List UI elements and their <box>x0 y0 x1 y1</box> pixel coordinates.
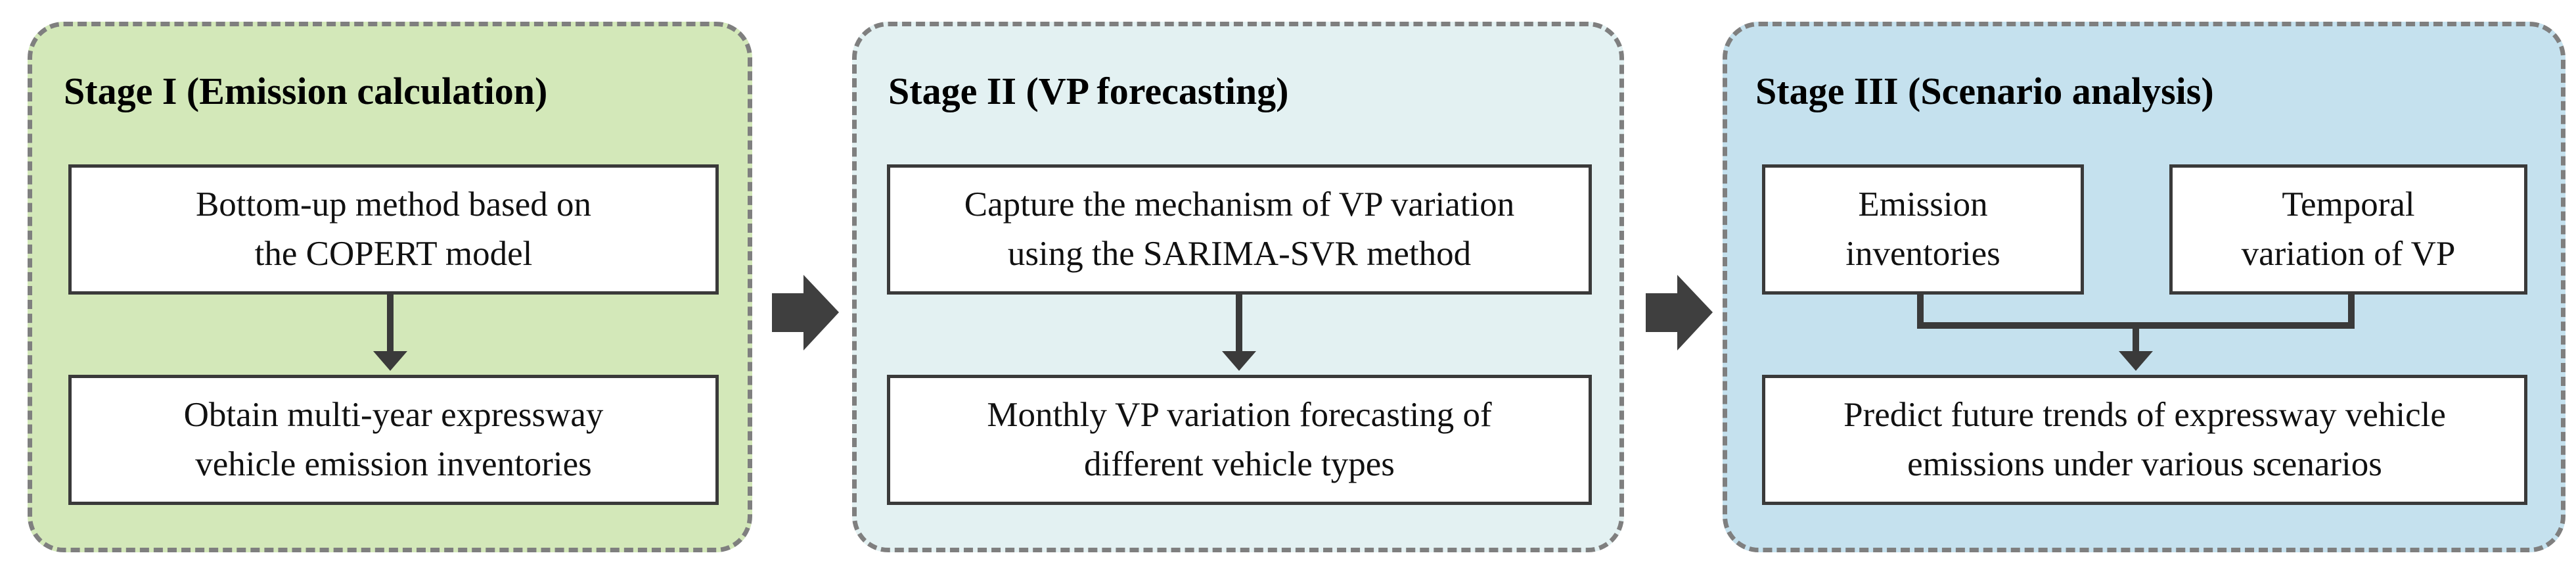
merge-connector-down <box>2133 322 2139 352</box>
copert-method-line1: Bottom-up method based on <box>195 185 592 224</box>
stage-3-arrowhead <box>2119 351 2153 371</box>
emission-inventories-box: Obtain multi-year expressway vehicle emi… <box>68 375 719 505</box>
emission-inventories-input-line1: Emission <box>1858 185 1988 224</box>
temporal-variation-line1: Temporal <box>2282 185 2415 224</box>
temporal-variation-box: Temporal variation of VP <box>2169 164 2527 295</box>
sarima-svr-box: Capture the mechanism of VP variation us… <box>887 164 1592 295</box>
stage-1-title: Stage I (Emission calculation) <box>64 70 548 112</box>
stage-1-arrowhead <box>373 351 407 371</box>
merge-connector-right <box>2348 295 2355 327</box>
emission-inventories-line1: Obtain multi-year expressway <box>183 395 604 434</box>
stage-2-connector <box>1236 295 1242 352</box>
stage-2-to-3-arrow <box>1646 275 1713 350</box>
vp-forecasting-line1: Monthly VP variation forecasting of <box>987 395 1492 434</box>
temporal-variation-line2: variation of VP <box>2241 235 2456 273</box>
sarima-svr-line1: Capture the mechanism of VP variation <box>964 185 1515 224</box>
stage-1-connector <box>387 295 394 352</box>
stage-1-to-2-arrow <box>772 275 839 350</box>
emission-inventories-input-box: Emission inventories <box>1762 164 2084 295</box>
future-trends-line1: Predict future trends of expressway vehi… <box>1843 395 2446 434</box>
stage-3-title: Stage III (Scenario analysis) <box>1755 70 2214 112</box>
stage-2-title: Stage II (VP forecasting) <box>888 70 1289 112</box>
vp-forecasting-box: Monthly VP variation forecasting of diff… <box>887 375 1592 505</box>
emission-inventories-line2: vehicle emission inventories <box>195 445 592 483</box>
emission-inventories-input-line2: inventories <box>1845 235 2000 273</box>
sarima-svr-line2: using the SARIMA-SVR method <box>1007 235 1472 273</box>
copert-method-box: Bottom-up method based on the COPERT mod… <box>68 164 719 295</box>
future-trends-line2: emissions under various scenarios <box>1907 445 2382 483</box>
copert-method-line2: the COPERT model <box>254 235 533 273</box>
stage-2-arrowhead <box>1222 351 1256 371</box>
merge-connector-left <box>1917 295 1924 327</box>
future-trends-box: Predict future trends of expressway vehi… <box>1762 375 2527 505</box>
vp-forecasting-line2: different vehicle types <box>1084 445 1395 483</box>
